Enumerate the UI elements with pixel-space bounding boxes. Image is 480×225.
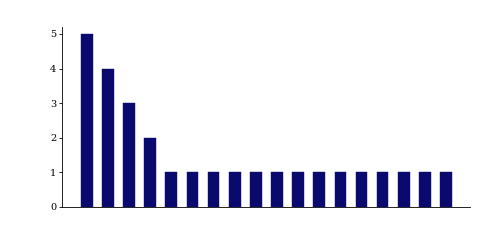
- Bar: [292, 172, 304, 207]
- Bar: [102, 69, 114, 207]
- Bar: [81, 34, 93, 207]
- Bar: [144, 138, 156, 207]
- Bar: [419, 172, 431, 207]
- Bar: [440, 172, 452, 207]
- Bar: [313, 172, 325, 207]
- Bar: [229, 172, 240, 207]
- Bar: [250, 172, 262, 207]
- Bar: [187, 172, 198, 207]
- Bar: [271, 172, 283, 207]
- Bar: [335, 172, 346, 207]
- Bar: [398, 172, 409, 207]
- Bar: [166, 172, 177, 207]
- Bar: [377, 172, 388, 207]
- Bar: [123, 103, 135, 207]
- Bar: [356, 172, 367, 207]
- Bar: [208, 172, 219, 207]
